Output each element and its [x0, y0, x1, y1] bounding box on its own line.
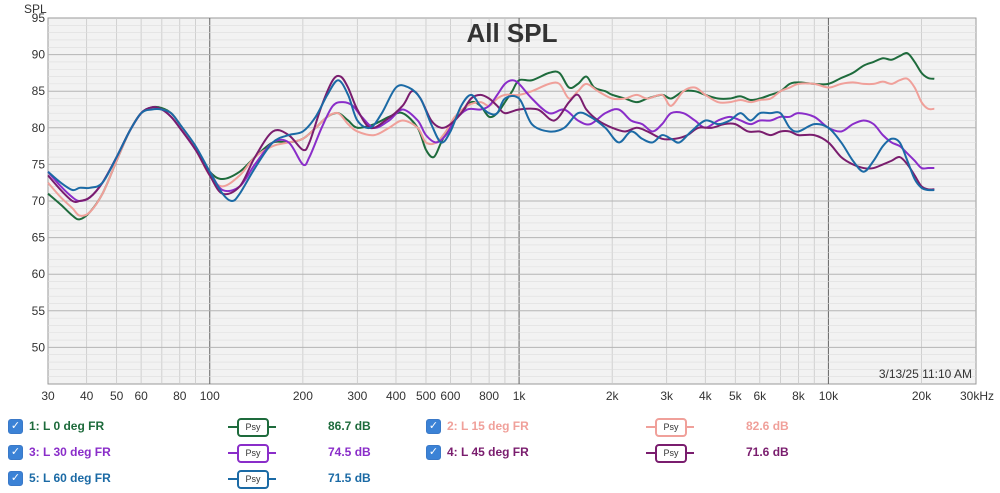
x-tick-label: 1k [513, 389, 527, 403]
x-tick-label: 20k [912, 389, 932, 403]
y-tick-label: 85 [32, 84, 46, 98]
spl-chart: 30 40 50 60 80 100 200 300 400 500 600 800 1k 2k 3k 4k 5… [24, 2, 994, 403]
psy-smoothing-button[interactable]: Psy [228, 441, 276, 465]
checkbox-icon[interactable]: ✓ [8, 444, 23, 460]
psy-smoothing-button[interactable]: Psy [228, 415, 276, 439]
x-tick-label: 50 [110, 389, 124, 403]
y-tick-labels: 50 55 60 65 70 75 80 85 90 95 [32, 11, 46, 354]
x-tick-label: 30 [41, 389, 55, 403]
x-tick-labels: 30 40 50 60 80 100 200 300 400 500 600 800 1k 2k 3k 4k 5… [41, 389, 994, 403]
x-tick-label: 300 [347, 389, 367, 403]
legend-label: 5: L 60 deg FR [29, 471, 111, 485]
legend-item-l30[interactable]: ✓ 3: L 30 deg FR [8, 440, 111, 464]
x-tick-label: 40 [80, 389, 94, 403]
x-tick-label: 2k [606, 389, 620, 403]
checkbox-icon[interactable]: ✓ [8, 418, 23, 434]
x-tick-label: 80 [173, 389, 187, 403]
legend-label: 1: L 0 deg FR [29, 419, 105, 433]
legend: ✓ 1: L 0 deg FR Psy 86.7 dB ✓ 2: L 15 de… [0, 412, 1000, 493]
series-line-5 [47, 79, 935, 202]
legend-value: 86.7 dB [328, 419, 371, 433]
chart-title: All SPL [466, 18, 557, 48]
x-tick-label: 3k [660, 389, 674, 403]
y-tick-label: 50 [32, 340, 46, 354]
timestamp: 3/13/25 11:10 AM [879, 367, 972, 381]
series-line-4 [47, 74, 935, 203]
legend-label: 4: L 45 deg FR [447, 445, 529, 459]
y-tick-label: 65 [32, 231, 46, 245]
x-tick-label: 6k [753, 389, 767, 403]
x-tick-label: 5k [729, 389, 743, 403]
psy-smoothing-button[interactable]: Psy [646, 415, 694, 439]
x-tick-label: 600 [440, 389, 460, 403]
legend-label: 2: L 15 deg FR [447, 419, 529, 433]
y-tick-label: 60 [32, 267, 46, 281]
legend-value: 71.5 dB [328, 471, 371, 485]
checkbox-icon[interactable]: ✓ [426, 418, 441, 434]
x-tick-label: 8k [792, 389, 806, 403]
y-tick-label: 90 [32, 48, 46, 62]
psy-smoothing-button[interactable]: Psy [228, 467, 276, 491]
checkbox-icon[interactable]: ✓ [8, 470, 23, 486]
x-tick-label: 30kHz [960, 389, 994, 403]
y-axis-label: SPL [24, 2, 47, 16]
legend-value: 71.6 dB [746, 445, 789, 459]
y-tick-label: 70 [32, 194, 46, 208]
y-tick-label: 75 [32, 157, 46, 171]
psy-smoothing-button[interactable]: Psy [646, 441, 694, 465]
grid-lines [48, 18, 976, 384]
legend-value: 74.5 dB [328, 445, 371, 459]
legend-item-l60[interactable]: ✓ 5: L 60 deg FR [8, 466, 111, 490]
y-tick-label: 95 [32, 11, 46, 25]
y-tick-label: 55 [32, 304, 46, 318]
legend-value: 82.6 dB [746, 419, 789, 433]
legend-item-l15[interactable]: ✓ 2: L 15 deg FR [426, 414, 529, 438]
x-tick-label: 200 [293, 389, 313, 403]
legend-item-l45[interactable]: ✓ 4: L 45 deg FR [426, 440, 529, 464]
legend-item-l0[interactable]: ✓ 1: L 0 deg FR [8, 414, 104, 438]
x-tick-label: 60 [134, 389, 148, 403]
x-tick-label: 400 [386, 389, 406, 403]
x-tick-label: 100 [200, 389, 220, 403]
checkbox-icon[interactable]: ✓ [426, 444, 441, 460]
legend-label: 3: L 30 deg FR [29, 445, 111, 459]
x-tick-label: 800 [479, 389, 499, 403]
x-tick-label: 10k [819, 389, 839, 403]
series-lines [47, 51, 935, 221]
y-tick-label: 80 [32, 121, 46, 135]
x-tick-label: 4k [699, 389, 713, 403]
x-tick-label: 500 [416, 389, 436, 403]
